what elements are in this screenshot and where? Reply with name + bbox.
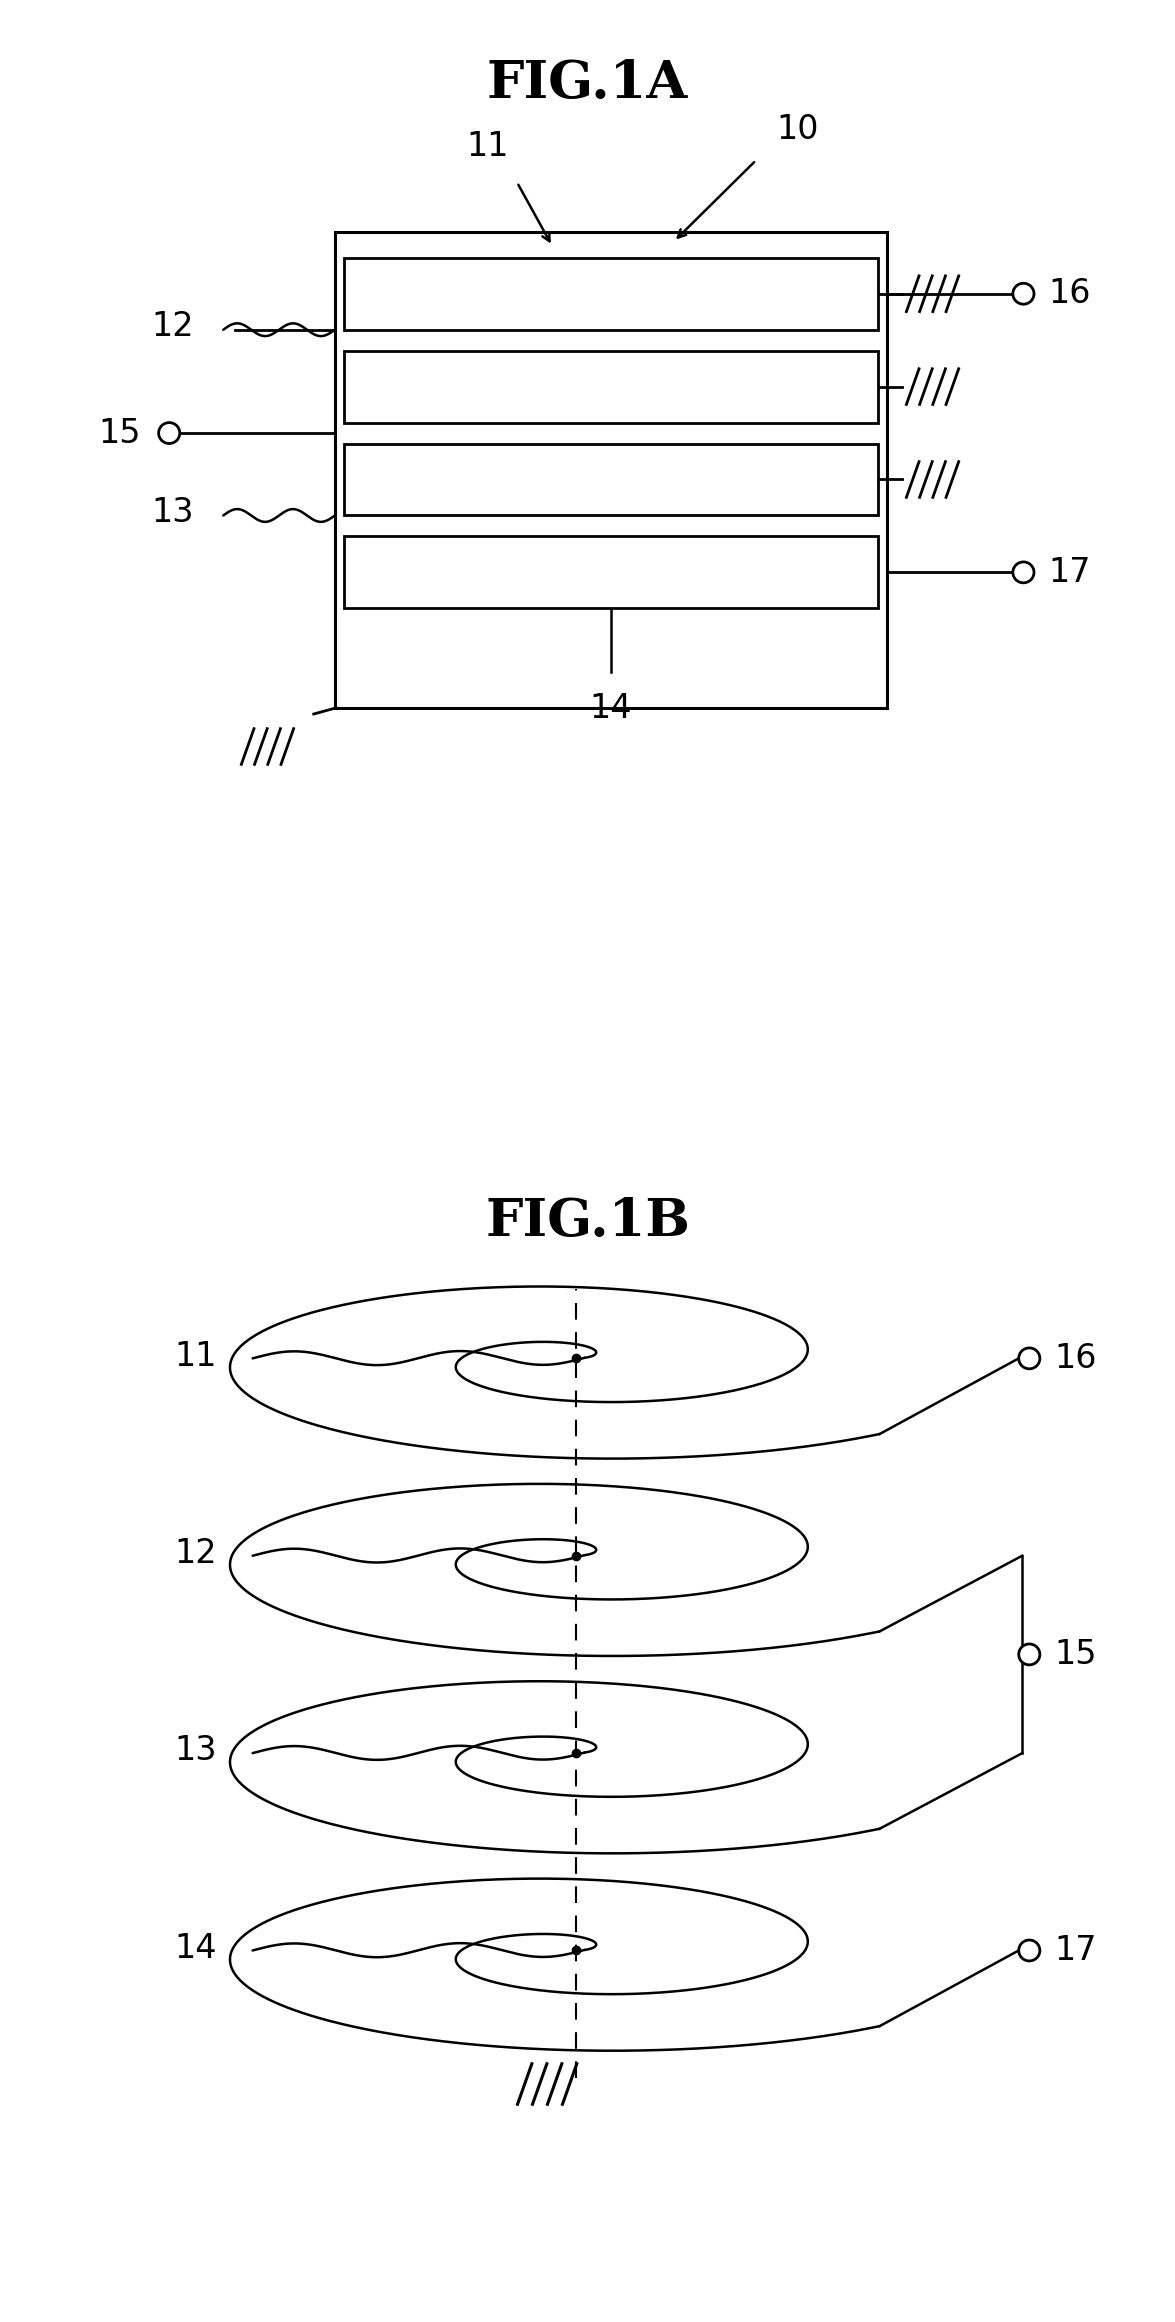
Bar bbox=[335, 232, 887, 708]
Text: 16: 16 bbox=[1054, 1342, 1096, 1375]
Circle shape bbox=[1013, 283, 1034, 304]
Circle shape bbox=[1013, 562, 1034, 583]
Text: 12: 12 bbox=[175, 1537, 217, 1570]
Circle shape bbox=[1019, 1939, 1040, 1960]
Text: FIG.1B: FIG.1B bbox=[485, 1196, 690, 1247]
Text: 14: 14 bbox=[590, 692, 632, 724]
Text: 10: 10 bbox=[776, 114, 819, 146]
Text: 15: 15 bbox=[99, 416, 141, 450]
Bar bbox=[344, 351, 878, 423]
Bar bbox=[344, 258, 878, 330]
Circle shape bbox=[1019, 1347, 1040, 1368]
Text: 15: 15 bbox=[1054, 1637, 1096, 1672]
Text: 11: 11 bbox=[175, 1340, 217, 1372]
Bar bbox=[344, 536, 878, 608]
Text: 14: 14 bbox=[175, 1932, 217, 1964]
Text: 12: 12 bbox=[152, 309, 194, 344]
Circle shape bbox=[1019, 1644, 1040, 1665]
Circle shape bbox=[159, 423, 180, 444]
Text: 13: 13 bbox=[175, 1735, 217, 1767]
Text: 13: 13 bbox=[152, 495, 194, 529]
Text: 11: 11 bbox=[466, 130, 509, 163]
Bar bbox=[344, 444, 878, 515]
Text: 16: 16 bbox=[1048, 276, 1090, 311]
Text: FIG.1A: FIG.1A bbox=[486, 58, 689, 109]
Text: 17: 17 bbox=[1048, 555, 1090, 590]
Text: 17: 17 bbox=[1054, 1934, 1096, 1967]
